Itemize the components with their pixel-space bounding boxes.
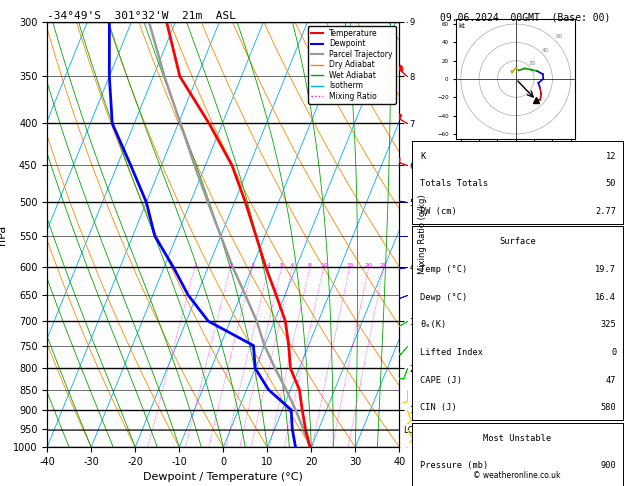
X-axis label: Dewpoint / Temperature (°C): Dewpoint / Temperature (°C) [143, 472, 303, 483]
Text: kt: kt [459, 23, 465, 29]
Text: PW (cm): PW (cm) [420, 207, 457, 216]
Text: 60: 60 [555, 35, 562, 39]
Text: LCL: LCL [403, 426, 418, 434]
Text: 19.7: 19.7 [596, 265, 616, 274]
Text: 900: 900 [601, 461, 616, 470]
Text: 09.06.2024  00GMT  (Base: 00): 09.06.2024 00GMT (Base: 00) [440, 12, 610, 22]
Text: Dewp (°C): Dewp (°C) [420, 293, 468, 302]
Text: 4: 4 [267, 263, 271, 268]
Text: 50: 50 [606, 179, 616, 189]
Text: CAPE (J): CAPE (J) [420, 376, 462, 385]
Text: Most Unstable: Most Unstable [483, 434, 552, 443]
Text: Temp (°C): Temp (°C) [420, 265, 468, 274]
Text: -34°49'S  301°32'W  21m  ASL: -34°49'S 301°32'W 21m ASL [47, 11, 236, 21]
Y-axis label: km
ASL: km ASL [425, 226, 447, 243]
Text: 20: 20 [529, 61, 536, 66]
Text: 20: 20 [365, 263, 373, 268]
Text: Pressure (mb): Pressure (mb) [420, 461, 489, 470]
Text: 12: 12 [606, 152, 616, 161]
Text: © weatheronline.co.uk: © weatheronline.co.uk [473, 471, 561, 480]
Legend: Temperature, Dewpoint, Parcel Trajectory, Dry Adiabat, Wet Adiabat, Isotherm, Mi: Temperature, Dewpoint, Parcel Trajectory… [308, 26, 396, 104]
Text: 15: 15 [346, 263, 353, 268]
Text: 325: 325 [601, 320, 616, 330]
Text: 40: 40 [542, 48, 549, 52]
Text: Totals Totals: Totals Totals [420, 179, 489, 189]
Text: 2: 2 [228, 263, 233, 268]
Text: 0: 0 [611, 348, 616, 357]
Text: Mixing Ratio (g/kg): Mixing Ratio (g/kg) [418, 195, 427, 274]
Text: 2.77: 2.77 [596, 207, 616, 216]
Text: 10: 10 [320, 263, 328, 268]
Text: 25: 25 [380, 263, 388, 268]
Text: 580: 580 [601, 403, 616, 413]
Y-axis label: hPa: hPa [0, 225, 8, 244]
Text: Surface: Surface [499, 237, 536, 246]
Text: 16.4: 16.4 [596, 293, 616, 302]
Text: 8: 8 [308, 263, 312, 268]
Text: CIN (J): CIN (J) [420, 403, 457, 413]
Text: 5: 5 [280, 263, 284, 268]
Text: θₑ(K): θₑ(K) [420, 320, 447, 330]
Text: 6: 6 [291, 263, 294, 268]
Text: 3: 3 [250, 263, 255, 268]
Text: 47: 47 [606, 376, 616, 385]
Text: 1: 1 [193, 263, 197, 268]
Text: Lifted Index: Lifted Index [420, 348, 484, 357]
Text: K: K [420, 152, 426, 161]
